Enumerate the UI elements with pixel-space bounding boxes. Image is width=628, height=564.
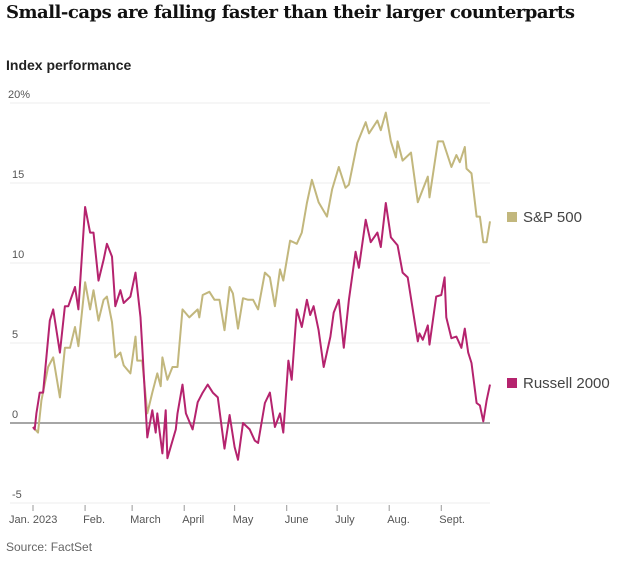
y-tick-label: -5 [12, 489, 22, 501]
legend-swatch [507, 378, 517, 388]
series-line-russell-2000 [32, 202, 491, 461]
y-tick-label: 0 [12, 409, 18, 421]
y-tick-label: 20% [8, 89, 30, 101]
x-tick-label: Jan. 2023 [9, 514, 57, 526]
x-tick-label: Sept. [439, 514, 465, 526]
y-tick-label: 15 [12, 169, 24, 181]
x-tick-label: May [233, 514, 254, 526]
y-tick-label: 10 [12, 249, 24, 261]
y-tick-label: 5 [12, 329, 18, 341]
x-tick-label: July [335, 514, 355, 526]
legend-label: Russell 2000 [523, 375, 610, 392]
chart-subtitle: Index performance [6, 57, 132, 73]
x-tick-label: March [130, 514, 161, 526]
x-tick-label: June [285, 514, 309, 526]
chart-title: Small-caps are falling faster than their… [6, 2, 575, 23]
x-tick-label: Feb. [83, 514, 105, 526]
source-note: Source: FactSet [6, 540, 93, 554]
series-line-s-p-500 [32, 111, 491, 434]
x-tick-label: Aug. [387, 514, 410, 526]
legend-swatch [507, 212, 517, 222]
x-tick-label: April [182, 514, 204, 526]
legend-label: S&P 500 [523, 209, 582, 226]
